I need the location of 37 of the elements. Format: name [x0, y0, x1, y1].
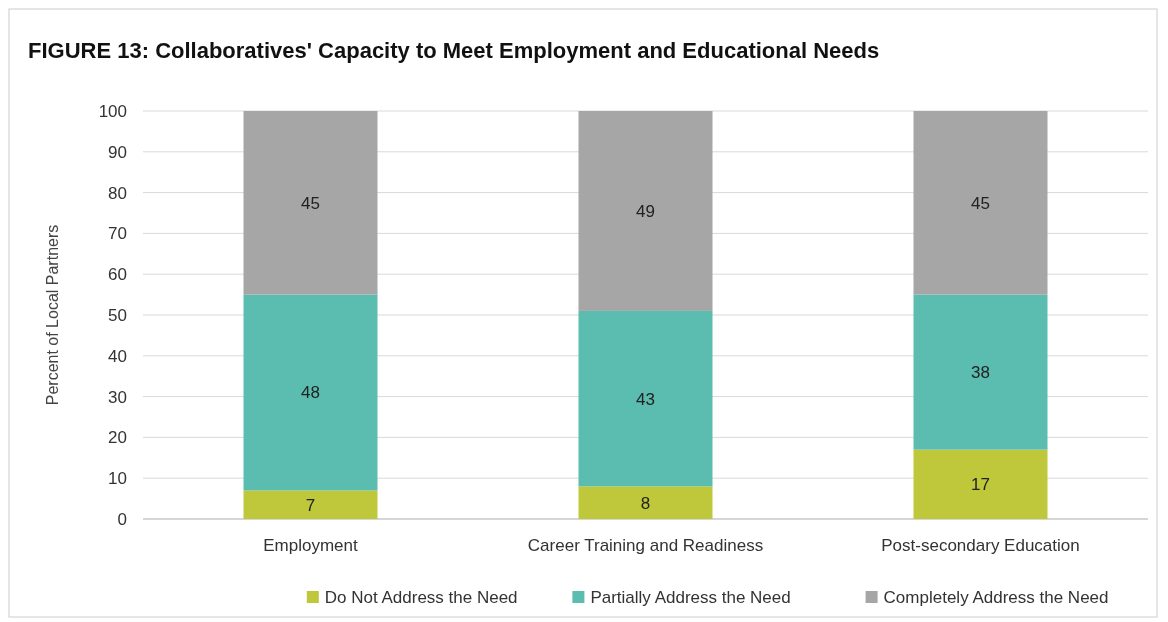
data-label: 43 [636, 389, 655, 409]
x-tick-label: Post-secondary Education [881, 536, 1080, 555]
bar [243, 111, 378, 295]
x-tick-label: Career Training and Readiness [527, 536, 764, 555]
data-label: 7 [305, 495, 316, 515]
legend-label: Completely Address the Need [883, 587, 1109, 607]
legend-label: Do Not Address the Need [324, 587, 518, 607]
y-tick-label: 60 [108, 265, 127, 285]
data-label: 17 [971, 475, 990, 495]
data-label: 45 [971, 193, 990, 213]
data-label: 45 [301, 193, 320, 213]
y-tick-label: 20 [108, 428, 127, 448]
y-tick-label: 0 [117, 509, 127, 529]
x-tick-label: Employment [263, 536, 359, 555]
data-label: 48 [301, 383, 320, 403]
bar [913, 111, 1048, 295]
bar [578, 486, 713, 519]
bar [913, 294, 1048, 450]
y-tick-label: 10 [108, 469, 127, 489]
data-label: 49 [636, 201, 655, 221]
data-label: 38 [971, 363, 990, 383]
data-label: 8 [640, 493, 651, 513]
y-tick-label: 70 [108, 224, 127, 244]
y-tick-label: 40 [108, 346, 127, 366]
y-tick-label: 30 [108, 387, 127, 407]
bar [913, 449, 1048, 519]
legend-label: Partially Address the Need [590, 587, 791, 607]
bar [243, 294, 378, 491]
y-tick-label: 80 [108, 183, 127, 203]
y-tick-label: 90 [108, 142, 127, 162]
y-tick-label: 50 [108, 305, 127, 325]
bar [243, 490, 378, 519]
bar [578, 310, 713, 487]
chart-title: FIGURE 13: Collaboratives' Capacity to Meet Employment and Educational Needs [28, 38, 880, 63]
bar [578, 111, 713, 311]
y-tick-label: 100 [98, 101, 127, 121]
y-axis-title: Percent of Local Partners [44, 224, 61, 406]
